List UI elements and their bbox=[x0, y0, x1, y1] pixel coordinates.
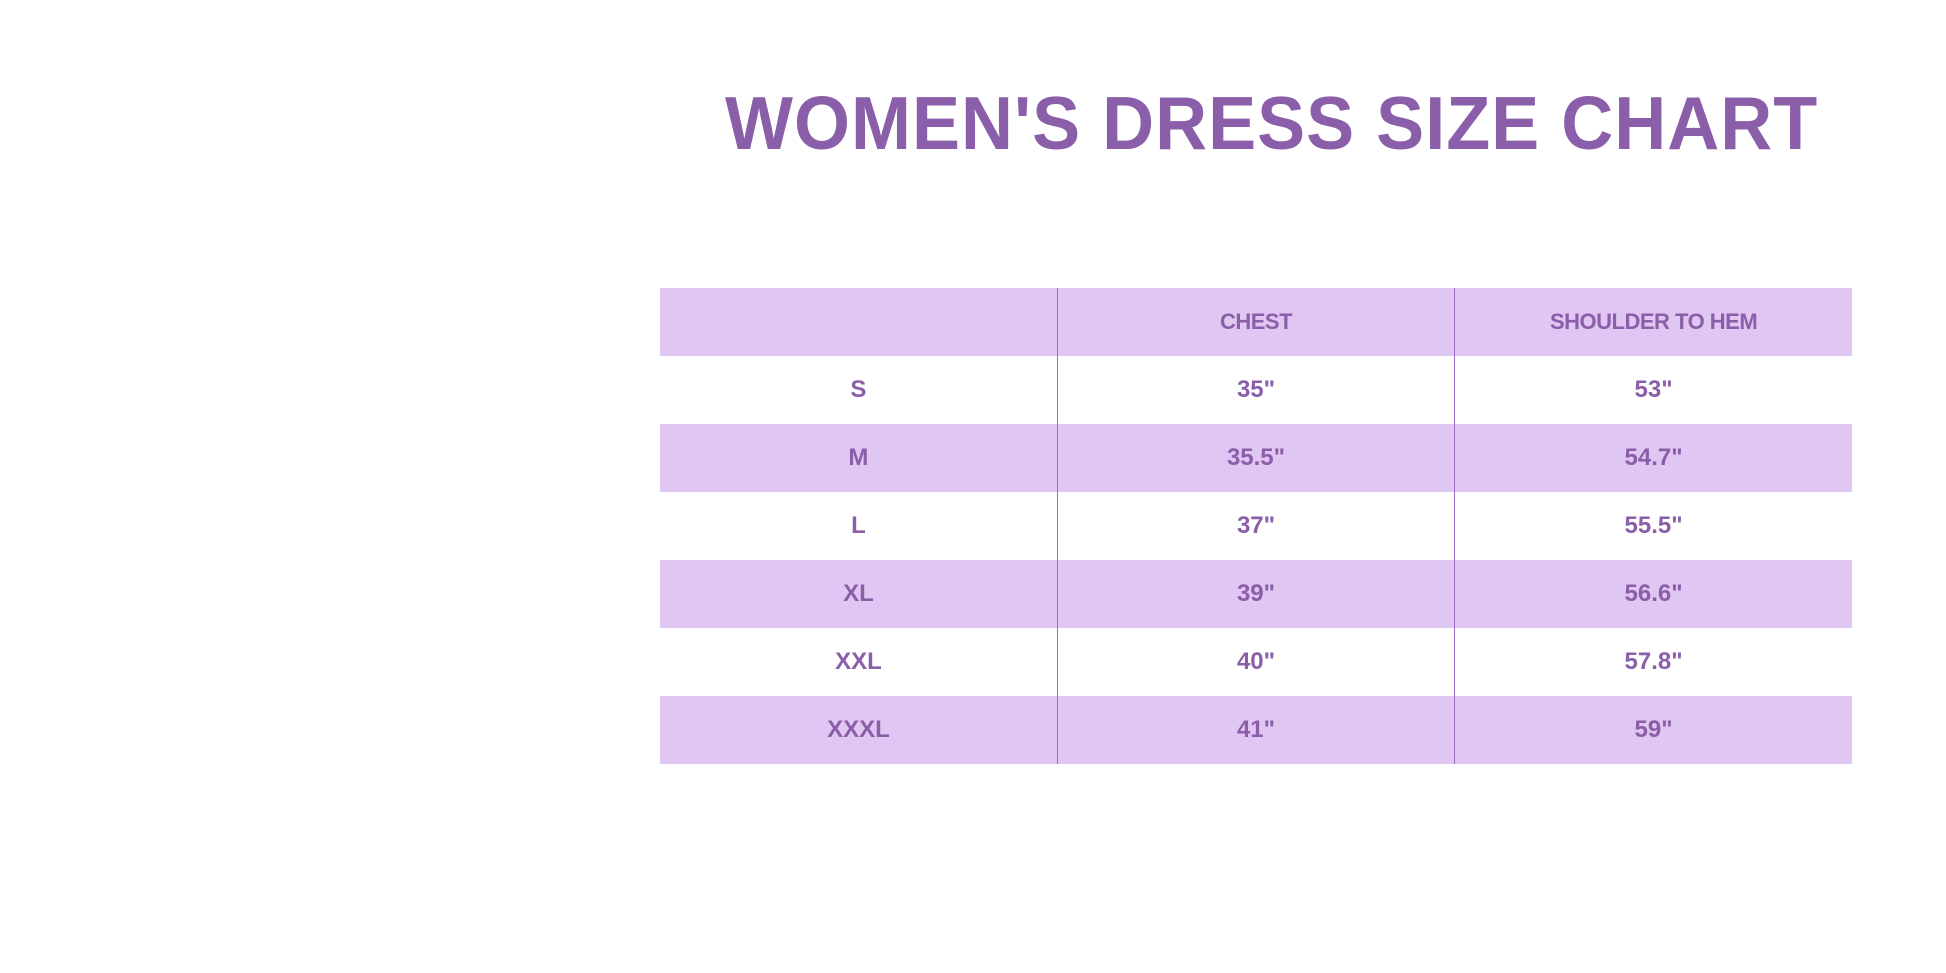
size-cell: XL bbox=[660, 560, 1058, 628]
length-cell: 57.8" bbox=[1454, 628, 1852, 696]
chest-cell: 41" bbox=[1056, 696, 1455, 764]
size-cell: L bbox=[851, 512, 866, 539]
page-title: WOMEN'S DRESS SIZE CHART bbox=[725, 82, 1819, 166]
table-row: XXXL 41" 59" bbox=[660, 696, 1852, 764]
size-cell: M bbox=[660, 424, 1058, 492]
header-chest: CHEST bbox=[1056, 288, 1455, 356]
length-cell: 53" bbox=[1454, 356, 1852, 424]
size-cell: S bbox=[850, 376, 867, 403]
length-cell: 54.7" bbox=[1454, 424, 1852, 492]
table-row: XXL 40" 57.8" bbox=[660, 628, 1852, 696]
header-shoulder-to-hem: SHOULDER TO HEM bbox=[1454, 288, 1852, 356]
chest-cell: 37" bbox=[1056, 492, 1455, 560]
length-cell: 56.6" bbox=[1454, 560, 1852, 628]
size-table: CHEST SHOULDER TO HEM S 35" 53" M 35.5" … bbox=[660, 288, 1852, 764]
size-cell: XXL bbox=[835, 648, 882, 675]
chest-cell: 35" bbox=[1056, 356, 1455, 424]
table-row: XL 39" 56.6" bbox=[660, 560, 1852, 628]
table-row: S 35" 53" bbox=[660, 356, 1852, 424]
chest-cell: 39" bbox=[1056, 560, 1455, 628]
length-cell: 55.5" bbox=[1454, 492, 1852, 560]
table-header-row: CHEST SHOULDER TO HEM bbox=[660, 288, 1852, 356]
table-row: L 37" 55.5" bbox=[660, 492, 1852, 560]
header-size bbox=[660, 288, 1058, 356]
size-cell: XXXL bbox=[660, 696, 1058, 764]
chest-cell: 40" bbox=[1056, 628, 1455, 696]
table-row: M 35.5" 54.7" bbox=[660, 424, 1852, 492]
length-cell: 59" bbox=[1454, 696, 1852, 764]
chest-cell: 35.5" bbox=[1056, 424, 1455, 492]
